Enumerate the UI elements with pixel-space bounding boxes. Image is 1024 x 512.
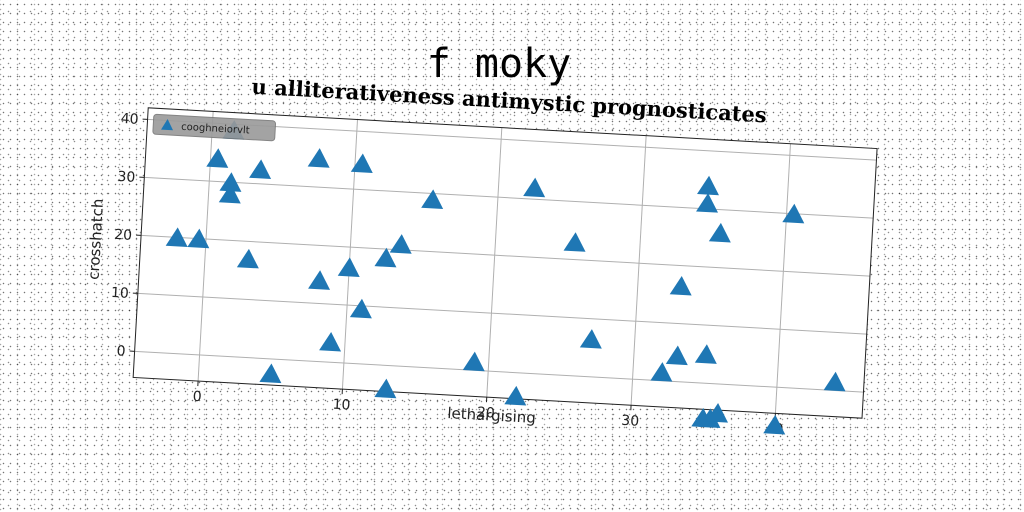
data-point: [697, 175, 719, 196]
data-point: [165, 227, 188, 247]
x-gridline: [630, 135, 647, 406]
data-point: [579, 329, 602, 349]
chart-suptitle: f moky: [427, 41, 572, 87]
y-gridline: [141, 234, 870, 277]
data-point: [187, 228, 210, 249]
data-point: [236, 248, 259, 269]
data-point: [706, 403, 728, 423]
data-point: [259, 363, 282, 384]
data-point: [374, 247, 397, 268]
data-point: [337, 257, 360, 277]
data-point: [782, 203, 805, 224]
data-point: [694, 344, 717, 364]
x-tick-label: 30: [621, 413, 640, 430]
data-point: [669, 275, 692, 296]
data-point: [563, 232, 586, 252]
legend-box: [152, 113, 277, 142]
y-tick-label: 10: [111, 285, 130, 302]
data-point: [350, 153, 373, 174]
data-point: [349, 298, 372, 319]
data-point: [696, 193, 719, 213]
data-point: [218, 183, 241, 204]
data-point: [219, 172, 242, 192]
y-gridline: [144, 176, 874, 219]
y-tick-label: 0: [116, 343, 126, 359]
plot-background: [133, 107, 878, 419]
data-point: [319, 331, 342, 352]
x-tick-label: 10: [332, 397, 351, 414]
y-gridline: [134, 350, 864, 393]
data-point: [308, 270, 331, 290]
data-point: [462, 351, 485, 372]
legend-marker: [161, 118, 174, 131]
data-point: [650, 362, 673, 382]
data-point: [389, 234, 412, 254]
x-axis-label: lethargising: [447, 404, 536, 427]
y-tick-label: 30: [117, 169, 136, 186]
y-tick-label: 20: [114, 227, 133, 244]
legend-label: cooghneiorvlt: [181, 122, 250, 137]
data-point: [823, 371, 846, 392]
data-point: [504, 385, 527, 406]
data-point: [665, 345, 688, 366]
data-point: [708, 222, 731, 243]
data-point: [206, 148, 229, 168]
data-point: [249, 159, 272, 179]
x-gridline: [341, 119, 358, 390]
x-gridline: [774, 143, 791, 414]
data-point: [307, 148, 330, 168]
plot-frame: [132, 107, 878, 419]
y-gridline: [137, 292, 867, 335]
x-tick-label: 0: [192, 389, 202, 405]
x-tick-label: 20: [477, 405, 496, 422]
data-point: [374, 378, 397, 399]
y-axis-label: crosshatch: [85, 198, 108, 280]
data-point: [421, 189, 444, 209]
data-point: [523, 177, 546, 198]
data-point: [763, 414, 786, 435]
x-gridline: [486, 127, 503, 398]
y-tick-label: 40: [120, 111, 139, 128]
plot-area: 010203040010203040cooghneiorvlt: [111, 107, 878, 438]
